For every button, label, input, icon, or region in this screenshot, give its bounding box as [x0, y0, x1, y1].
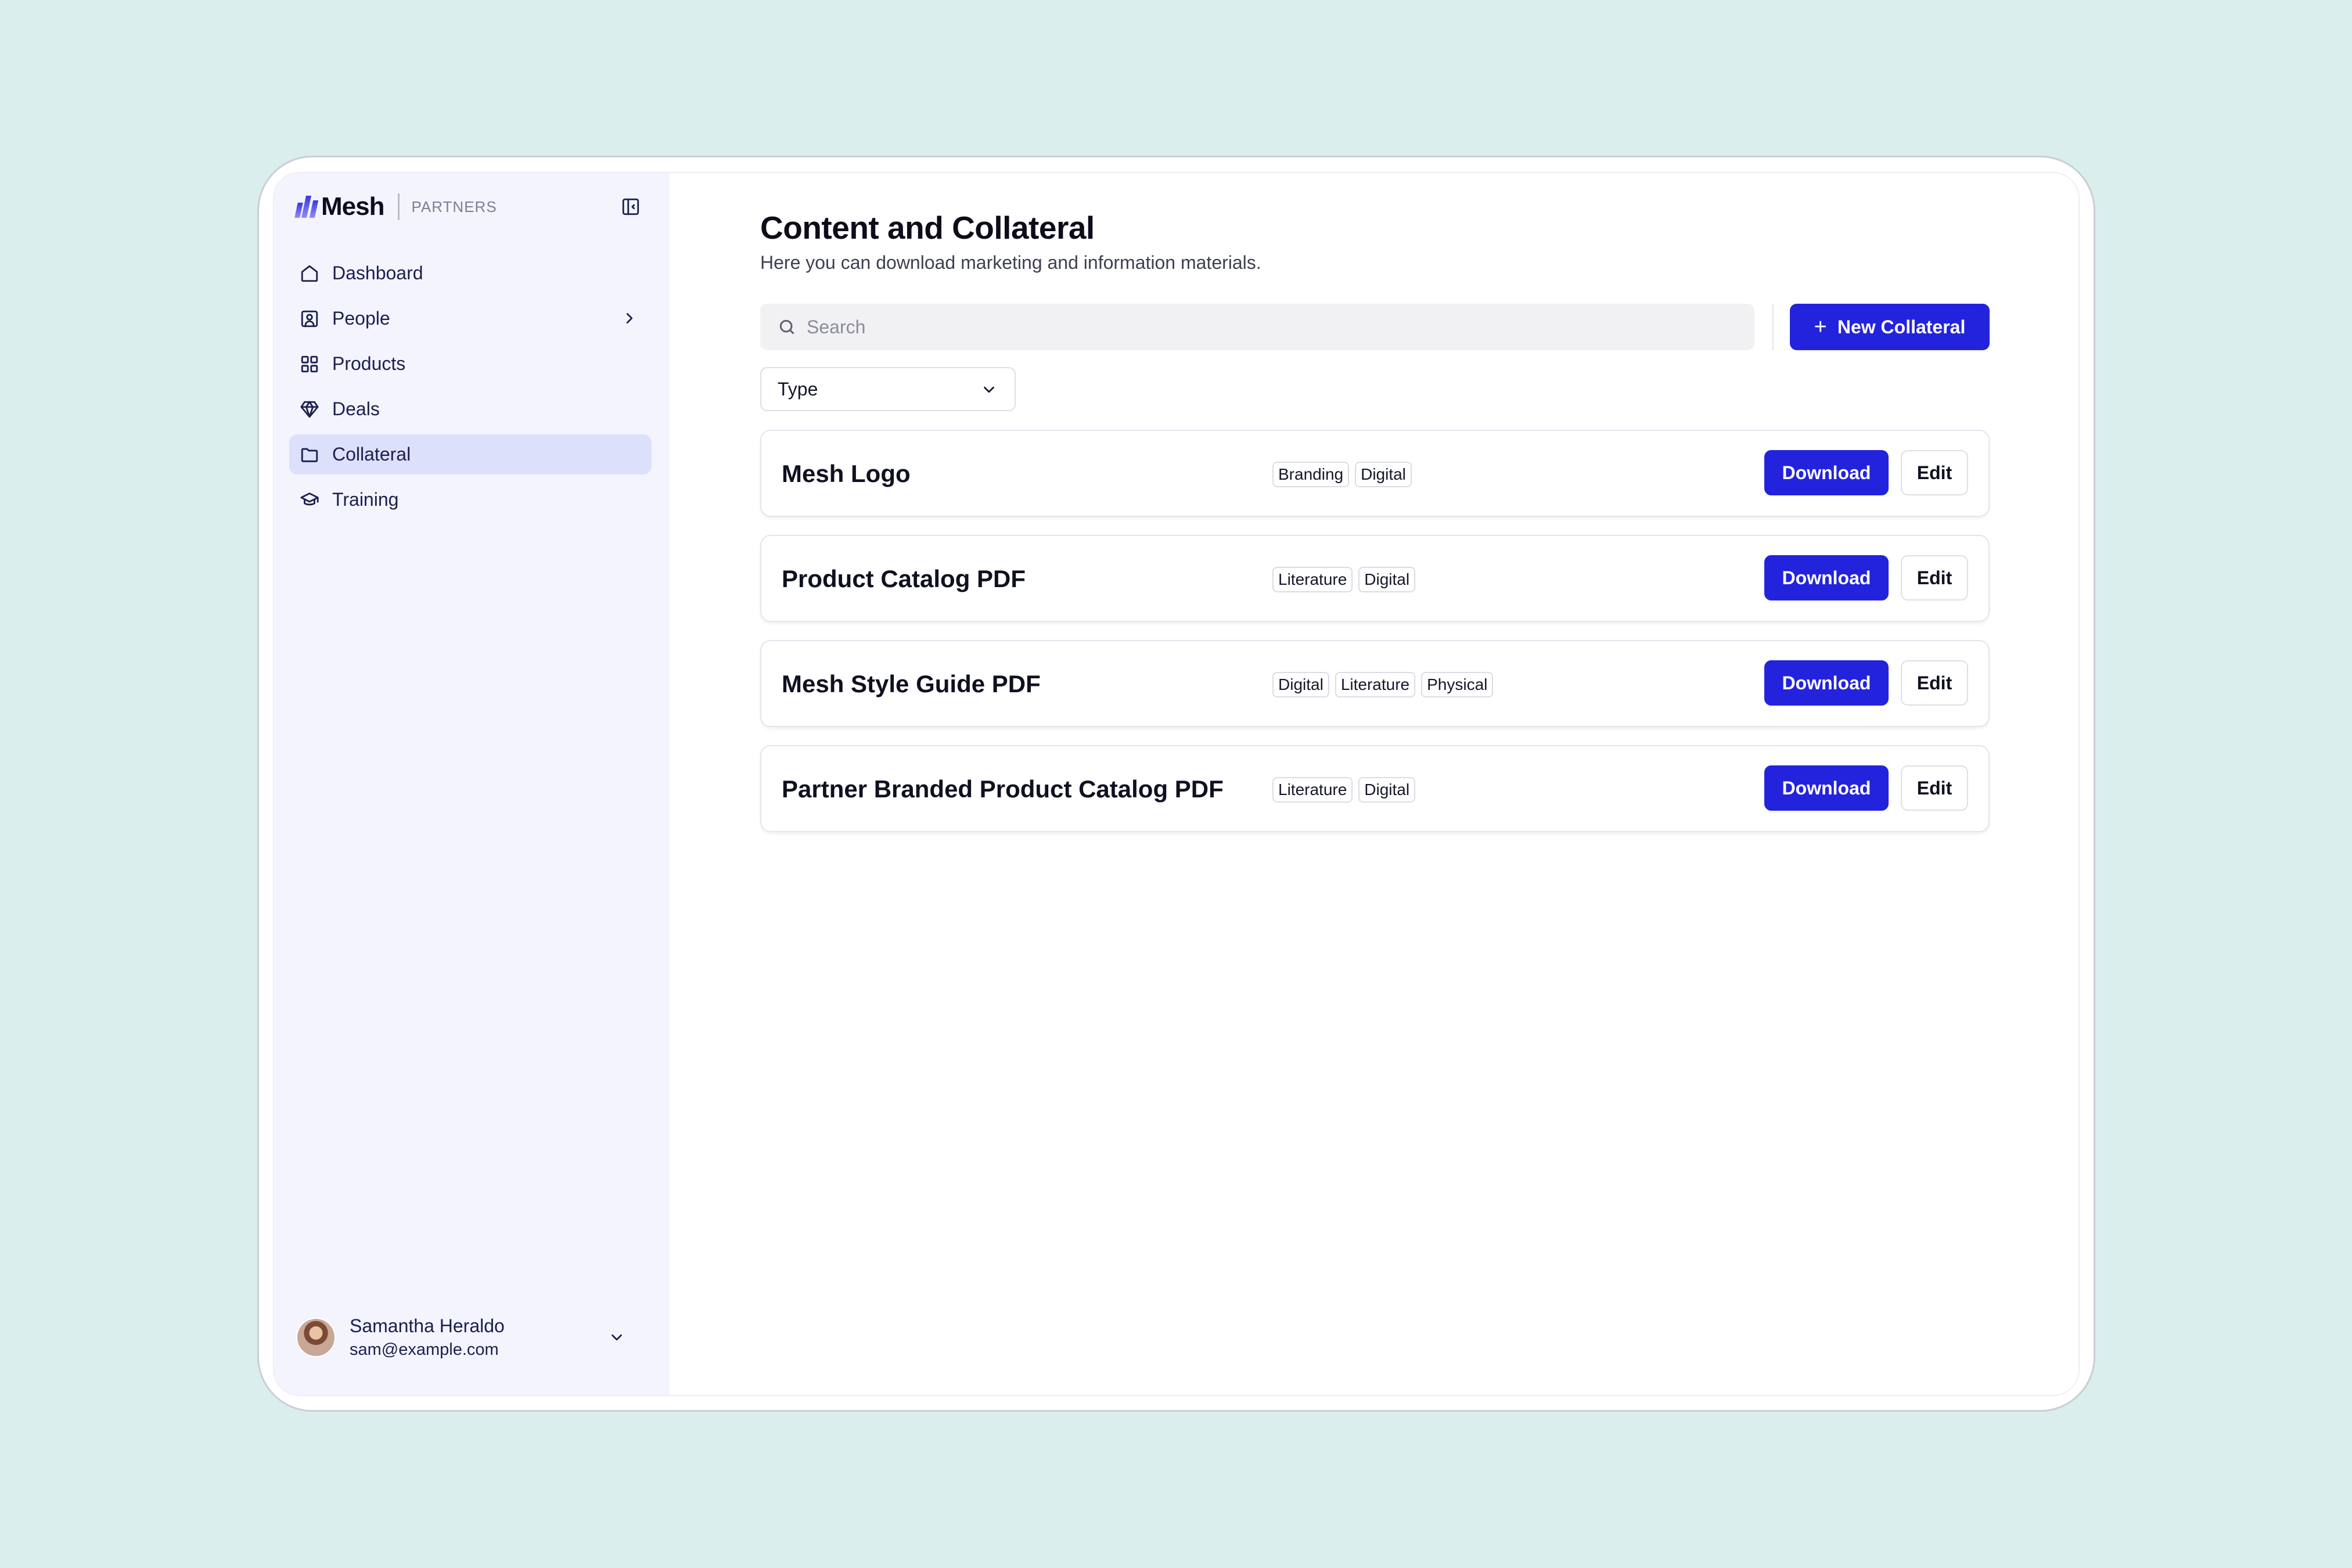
tag: Literature — [1272, 777, 1353, 803]
sidebar-item-products[interactable]: Products — [289, 344, 652, 384]
collateral-list: Mesh Logo Branding Digital Download Edit… — [760, 430, 1990, 850]
sidebar-item-label: Dashboard — [332, 262, 423, 283]
collateral-title: Mesh Style Guide PDF — [782, 670, 1041, 697]
edit-button[interactable]: Edit — [1901, 660, 1968, 706]
main-content: Content and Collateral Here you can down… — [670, 173, 2078, 1395]
sidebar-item-label: Deals — [332, 398, 380, 419]
graduation-cap-icon — [299, 489, 321, 511]
tag-list: Digital Literature Physical — [1272, 672, 1494, 697]
tag-list: Literature Digital — [1272, 777, 1416, 803]
sidebar-item-label: Collateral — [332, 444, 411, 465]
sidebar-item-dashboard[interactable]: Dashboard — [289, 253, 652, 293]
tag: Physical — [1421, 672, 1494, 697]
sidebar-item-label: People — [332, 308, 390, 329]
home-icon — [299, 262, 321, 285]
brand-logo: Mesh PARTNERS — [294, 192, 497, 221]
sidebar: Mesh PARTNERS Dashboard People — [274, 173, 670, 1395]
tag: Digital — [1358, 777, 1416, 803]
plus-icon: + — [1814, 315, 1827, 339]
download-button[interactable]: Download — [1764, 660, 1889, 706]
brand-subtitle: PARTNERS — [411, 197, 497, 215]
tag-list: Literature Digital — [1272, 567, 1416, 592]
sidebar-item-label: Products — [332, 353, 406, 374]
collateral-title: Product Catalog PDF — [782, 565, 1026, 592]
type-filter-select[interactable]: Type — [760, 367, 1016, 411]
avatar — [296, 1318, 336, 1357]
collateral-card: Mesh Logo Branding Digital Download Edit — [760, 430, 1990, 517]
folder-icon — [299, 444, 321, 466]
brand-divider — [398, 193, 400, 220]
sidebar-nav: Dashboard People Products — [289, 253, 652, 525]
user-name: Samantha Heraldo — [350, 1315, 505, 1336]
sidebar-item-collateral[interactable]: Collateral — [289, 434, 652, 474]
tag: Literature — [1335, 672, 1416, 697]
sidebar-item-people[interactable]: People — [289, 299, 652, 339]
tag: Digital — [1358, 567, 1416, 592]
user-square-icon — [299, 308, 321, 330]
search-input[interactable] — [807, 316, 1678, 338]
chevron-right-icon — [619, 308, 640, 329]
page-title: Content and Collateral — [760, 210, 1095, 246]
user-menu[interactable]: Samantha Heraldo sam@example.com — [296, 1311, 645, 1364]
tag-list: Branding Digital — [1272, 462, 1412, 487]
new-collateral-button[interactable]: + New Collateral — [1790, 304, 1990, 350]
collateral-title: Partner Branded Product Catalog PDF — [782, 775, 1224, 803]
edit-button[interactable]: Edit — [1901, 450, 1968, 495]
page-subtitle: Here you can download marketing and info… — [760, 252, 1261, 273]
sidebar-collapse-icon — [622, 198, 639, 215]
chevron-down-icon — [606, 1327, 627, 1348]
collapse-sidebar-button[interactable] — [620, 196, 641, 217]
brand-name: Mesh — [321, 192, 384, 221]
new-collateral-label: New Collateral — [1837, 316, 1966, 337]
toolbar-divider — [1772, 304, 1774, 350]
sidebar-item-label: Training — [332, 489, 399, 510]
tag: Literature — [1272, 567, 1353, 592]
collateral-card: Product Catalog PDF Literature Digital D… — [760, 535, 1990, 622]
tag: Digital — [1272, 672, 1329, 697]
download-button[interactable]: Download — [1764, 450, 1889, 495]
app-window: Mesh PARTNERS Dashboard People — [273, 172, 2080, 1396]
collateral-card: Partner Branded Product Catalog PDF Lite… — [760, 745, 1990, 832]
user-email: sam@example.com — [350, 1340, 499, 1359]
mesh-logo-icon — [294, 196, 319, 218]
download-button[interactable]: Download — [1764, 555, 1889, 600]
chevron-down-icon — [979, 379, 999, 400]
user-info: Samantha Heraldo sam@example.com — [350, 1315, 505, 1360]
search-icon — [776, 317, 797, 337]
tag: Digital — [1355, 462, 1412, 487]
sidebar-item-deals[interactable]: Deals — [289, 389, 652, 429]
grid-icon — [299, 353, 321, 375]
download-button[interactable]: Download — [1764, 765, 1889, 811]
type-filter-label: Type — [778, 378, 818, 400]
search-bar[interactable] — [760, 304, 1754, 350]
collateral-card: Mesh Style Guide PDF Digital Literature … — [760, 640, 1990, 727]
edit-button[interactable]: Edit — [1901, 555, 1968, 600]
collateral-title: Mesh Logo — [782, 460, 911, 487]
gem-icon — [299, 398, 321, 420]
sidebar-item-training[interactable]: Training — [289, 480, 652, 520]
tag: Branding — [1272, 462, 1350, 487]
edit-button[interactable]: Edit — [1901, 765, 1968, 811]
